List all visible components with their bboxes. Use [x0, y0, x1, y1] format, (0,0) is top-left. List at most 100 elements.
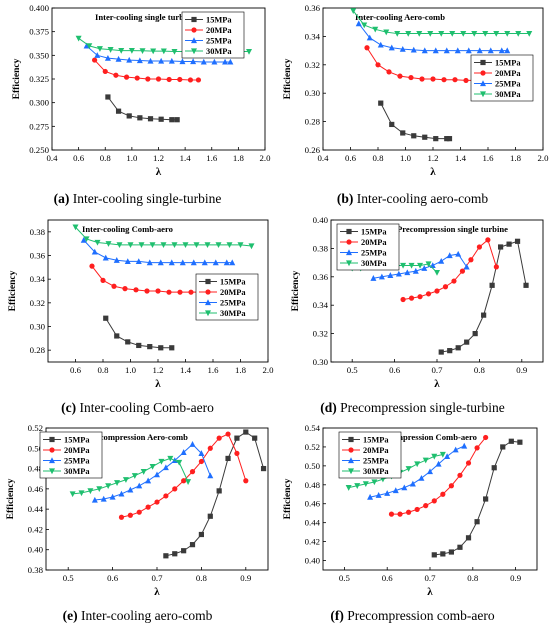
y-tick-label: 0.52 [305, 442, 320, 452]
data-point [109, 493, 116, 500]
x-tick-label: 1.6 [206, 153, 218, 163]
data-point [455, 250, 462, 257]
data-point [102, 68, 108, 75]
data-point [392, 487, 399, 494]
data-point [400, 296, 406, 303]
data-point [440, 551, 446, 557]
series-15mpa [438, 238, 529, 355]
data-point [375, 492, 382, 498]
data-point [167, 455, 174, 462]
y-tick-label: 0.48 [28, 464, 44, 474]
data-point [425, 291, 432, 297]
series-line [165, 431, 265, 557]
data-point [465, 535, 472, 541]
data-point [140, 469, 147, 475]
y-tick-label: 0.38 [30, 227, 46, 237]
y-tick-label: 0.50 [28, 443, 44, 453]
data-point [431, 498, 437, 504]
series-25mpa [370, 250, 470, 281]
data-point [395, 270, 402, 277]
data-point [438, 349, 444, 355]
legend-label: 15MPa [220, 278, 246, 287]
chart-panel-c: 0.6 0.8 1.0 1.2 1.4 1.6 1.8 2.0 0.28 0.30 0.32 0.34… [8, 219, 274, 390]
data-point [100, 277, 106, 283]
chart-title: Precompression Comb-aero [375, 432, 477, 442]
data-point [180, 449, 187, 455]
data-point [189, 542, 196, 548]
legend-marker [205, 289, 211, 295]
data-point [103, 315, 109, 321]
caption-text: Inter-cooling single-turbine [69, 191, 222, 206]
x-tick-label: 0.5 [63, 573, 75, 583]
legend-marker [346, 239, 352, 245]
data-point [195, 77, 202, 83]
data-point [421, 265, 428, 271]
data-point [154, 471, 160, 478]
data-point [124, 258, 131, 265]
legend-label: 20MPa [64, 446, 90, 455]
data-point [207, 445, 213, 451]
data-point [461, 442, 468, 449]
data-point [171, 48, 178, 55]
legend-marker [346, 228, 352, 235]
legend-label: 30MPa [64, 467, 90, 476]
data-point [463, 77, 469, 84]
data-point [172, 486, 178, 492]
data-point [113, 72, 119, 78]
data-point [508, 438, 514, 444]
x-tick-label: 0.7 [425, 573, 437, 583]
data-point [149, 463, 156, 470]
data-point [386, 69, 392, 75]
x-tick-label: 1.4 [455, 153, 467, 163]
data-point [387, 272, 394, 278]
data-point [193, 242, 200, 249]
data-point [177, 289, 183, 295]
x-tick-label: 0.9 [510, 573, 522, 583]
data-point [455, 345, 461, 351]
data-point [444, 453, 451, 459]
data-point [80, 236, 87, 243]
x-tick-label: 1.8 [510, 153, 522, 163]
data-point [400, 262, 407, 269]
data-point [406, 509, 412, 515]
data-point [69, 491, 76, 498]
data-point [350, 8, 357, 15]
data-point [145, 477, 152, 484]
data-point [75, 35, 82, 42]
data-point [137, 115, 143, 121]
data-point [493, 30, 500, 37]
data-point [83, 42, 90, 49]
data-point [126, 56, 133, 63]
data-point [517, 439, 523, 445]
data-point [86, 43, 93, 50]
x-tick-label: 2.0 [538, 153, 550, 163]
data-point [448, 549, 454, 555]
data-point [452, 446, 459, 453]
data-point [72, 224, 79, 231]
data-point [114, 480, 121, 486]
data-point [472, 331, 478, 337]
y-tick-label: 0.50 [305, 461, 321, 471]
legend-marker [480, 70, 486, 76]
data-point [364, 45, 370, 51]
data-point [427, 30, 434, 37]
data-point [127, 242, 134, 249]
data-point [439, 451, 446, 458]
x-tick-label: 0.6 [73, 153, 85, 163]
data-point [163, 553, 169, 559]
data-point [190, 58, 197, 65]
data-point [408, 74, 414, 81]
data-point [397, 511, 403, 517]
series-20mpa [92, 57, 202, 83]
legend-label: 15MPa [495, 59, 521, 68]
x-tick-label: 0.8 [373, 153, 385, 163]
data-point [169, 345, 175, 351]
chart-title: Inter-cooling Comb-aero [82, 224, 173, 234]
data-point [367, 493, 374, 500]
data-point [198, 450, 205, 456]
legend-label: 20MPa [206, 26, 232, 35]
x-tick-label: 1.8 [235, 365, 247, 375]
data-point [423, 503, 429, 509]
